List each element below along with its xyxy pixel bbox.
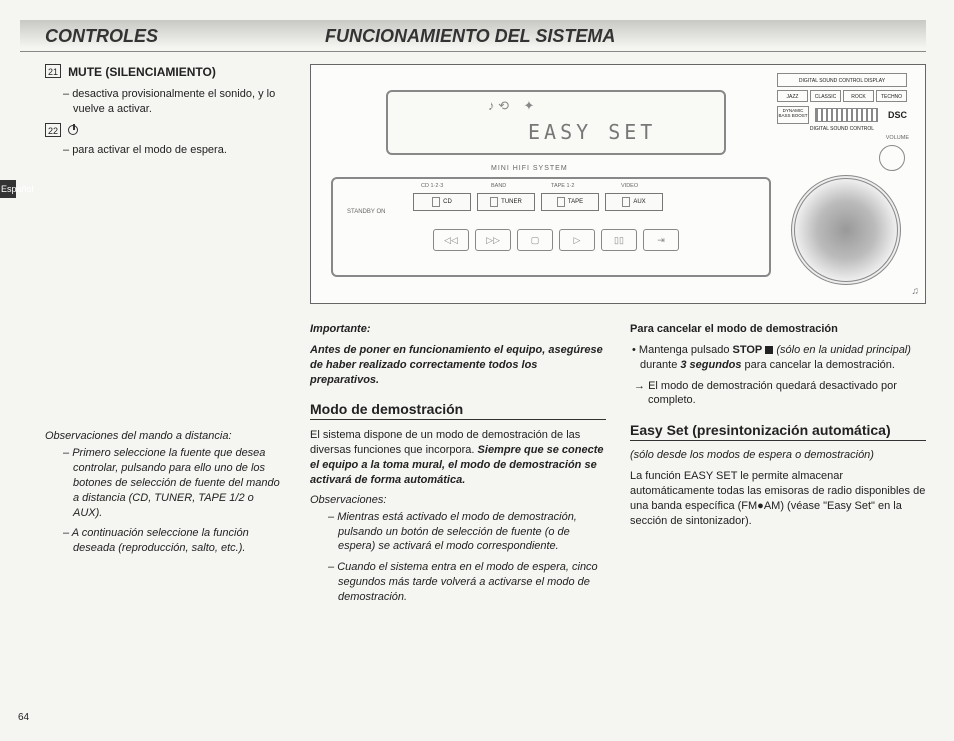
easy-set-para: La función EASY SET le permite almacenar… — [630, 469, 926, 528]
easy-set-heading: Easy Set (presintonización automática) — [630, 422, 926, 441]
item-22-text: – para activar el modo de espera. — [73, 143, 290, 158]
header-right: FUNCIONAMIENTO DEL SISTEMA — [325, 26, 926, 47]
page-number: 64 — [18, 712, 29, 723]
ill-src-tuner: TUNER — [477, 193, 535, 211]
ill-dsc-btn-techno: TECHNO — [876, 90, 907, 102]
ill-speaker — [791, 175, 901, 285]
demo-obs-2: – Cuando el sistema entra en el modo de … — [338, 560, 606, 605]
stop-icon — [765, 346, 773, 354]
ill-bass-boost: DYNAMIC BASS BOOST — [777, 106, 809, 124]
ill-open-icon: ⇥ — [643, 229, 679, 251]
ill-rew-icon: ◁◁ — [433, 229, 469, 251]
ill-dsc-btn-rock: ROCK — [843, 90, 874, 102]
ill-lbl-band: BAND — [491, 183, 506, 189]
ill-dsc-sublabel: DIGITAL SOUND CONTROL — [777, 126, 907, 132]
header-left: CONTROLES — [45, 26, 325, 47]
ill-volume-knob — [879, 145, 905, 171]
ill-standby-label: STANDBY ON — [347, 209, 385, 215]
remote-obs-2: – A continuación seleccione la función d… — [73, 526, 290, 556]
language-tab: Español — [0, 180, 16, 198]
demo-obs-1: – Mientras está activado el modo de demo… — [338, 510, 606, 555]
ill-dsc-label: DSC — [888, 110, 907, 120]
ill-mini-label: MINI HIFI SYSTEM — [491, 165, 568, 172]
ill-dsc-block: DIGITAL SOUND CONTROL DISPLAY JAZZ CLASS… — [777, 73, 907, 132]
observations-label: Observaciones: — [310, 494, 606, 506]
device-illustration: ♪ ⟲ ✦ EASY SET MINI HIFI SYSTEM DIGITAL … — [310, 64, 926, 304]
text-column-1: Importante: Antes de poner en funcionami… — [310, 322, 606, 611]
text-column-2: Para cancelar el modo de demostración • … — [630, 322, 926, 611]
header-bar: CONTROLES FUNCIONAMIENTO DEL SISTEMA — [20, 20, 926, 52]
ill-pause-icon: ▯▯ — [601, 229, 637, 251]
item-22-number: 22 — [45, 123, 61, 137]
ill-src-cd: CD — [413, 193, 471, 211]
ill-src-aux: AUX — [605, 193, 663, 211]
item-21-number: 21 — [45, 64, 61, 78]
power-icon — [68, 125, 78, 135]
ill-lbl-tape: TAPE 1·2 — [551, 183, 574, 189]
cancel-demo-result: → El modo de demostración quedará desact… — [648, 379, 926, 409]
headphone-icon: ♫ — [912, 286, 920, 297]
ill-ffw-icon: ▷▷ — [475, 229, 511, 251]
item-21-text: – desactiva provisionalmente el sonido, … — [73, 87, 290, 117]
ill-volume-label: VOLUME — [886, 135, 909, 141]
ill-src-tape: TAPE — [541, 193, 599, 211]
remote-obs-1: – Primero seleccione la fuente que desea… — [73, 446, 290, 520]
ill-lbl-video: VIDEO — [621, 183, 638, 189]
ill-dsc-bars — [815, 108, 878, 122]
item-21-title: MUTE (SILENCIAMIENTO) — [68, 65, 216, 79]
easy-set-subheading: (sólo desde los modos de espera o demost… — [630, 449, 926, 461]
ill-display-text: EASY SET — [528, 120, 656, 144]
ill-lbl-cd: CD 1·2·3 — [421, 183, 443, 189]
demo-mode-heading: Modo de demostración — [310, 401, 606, 420]
ill-dsc-top-label: DIGITAL SOUND CONTROL DISPLAY — [777, 73, 907, 87]
ill-play-icon: ▷ — [559, 229, 595, 251]
ill-dsc-btn-classic: CLASSIC — [810, 90, 841, 102]
importante-label: Importante: — [310, 322, 606, 337]
ill-control-panel: STANDBY ON CD 1·2·3 BAND TAPE 1·2 VIDEO … — [331, 177, 771, 277]
demo-mode-para: El sistema dispone de un modo de demostr… — [310, 428, 606, 487]
ill-stop-icon: ▢ — [517, 229, 553, 251]
ill-display-icons: ♪ ⟲ ✦ — [488, 98, 534, 114]
left-column: 21 MUTE (SILENCIAMIENTO) – desactiva pro… — [20, 64, 290, 611]
cancel-demo-heading: Para cancelar el modo de demostración — [630, 322, 926, 337]
ill-display-panel: ♪ ⟲ ✦ EASY SET — [386, 90, 726, 155]
importante-body: Antes de poner en funcionamiento el equi… — [310, 343, 606, 388]
ill-dsc-btn-jazz: JAZZ — [777, 90, 808, 102]
cancel-demo-bullet: • Mantenga pulsado STOP (sólo en la unid… — [640, 343, 926, 373]
remote-observations-title: Observaciones del mando a distancia: — [45, 430, 290, 442]
